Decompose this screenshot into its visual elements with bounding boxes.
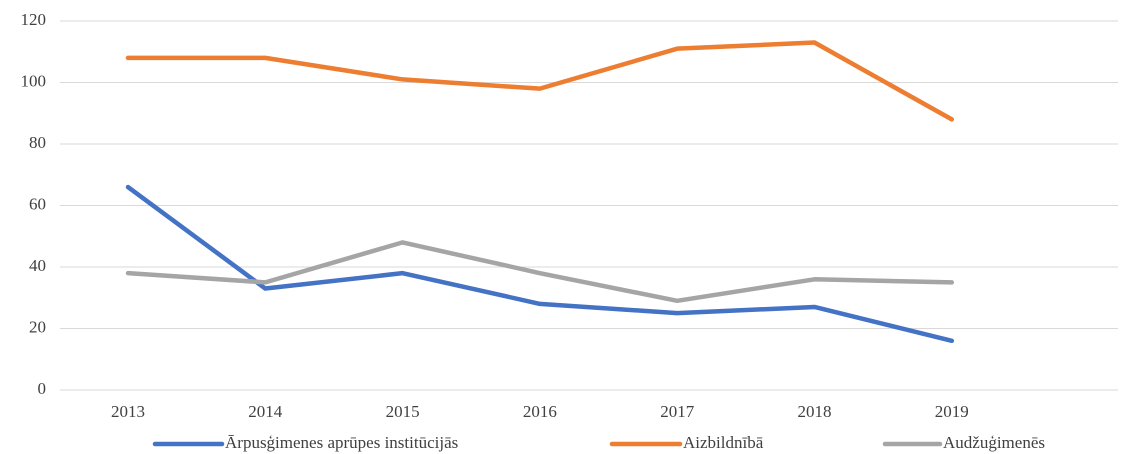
x-tick-label: 2013 <box>111 402 145 421</box>
series-line <box>125 40 955 122</box>
y-tick-label: 0 <box>38 379 47 398</box>
legend-label: Ārpusģimenes aprūpes institūcijās <box>225 433 458 452</box>
x-tick-label: 2016 <box>523 402 557 421</box>
y-tick-label: 60 <box>29 194 46 213</box>
series-line <box>125 240 955 304</box>
y-tick-label: 80 <box>29 133 46 152</box>
x-tick-label: 2015 <box>386 402 420 421</box>
legend-label: Aizbildnībā <box>683 433 764 452</box>
legend-label: Audžuģimenēs <box>943 433 1045 452</box>
x-tick-label: 2017 <box>660 402 695 421</box>
x-tick-label: 2018 <box>798 402 832 421</box>
x-tick-label: 2019 <box>935 402 969 421</box>
y-tick-label: 20 <box>29 317 46 336</box>
x-tick-label: 2014 <box>248 402 283 421</box>
y-tick-label: 120 <box>21 10 47 29</box>
series-line <box>125 184 955 344</box>
y-tick-label: 100 <box>21 71 47 90</box>
y-tick-label: 40 <box>29 256 46 275</box>
